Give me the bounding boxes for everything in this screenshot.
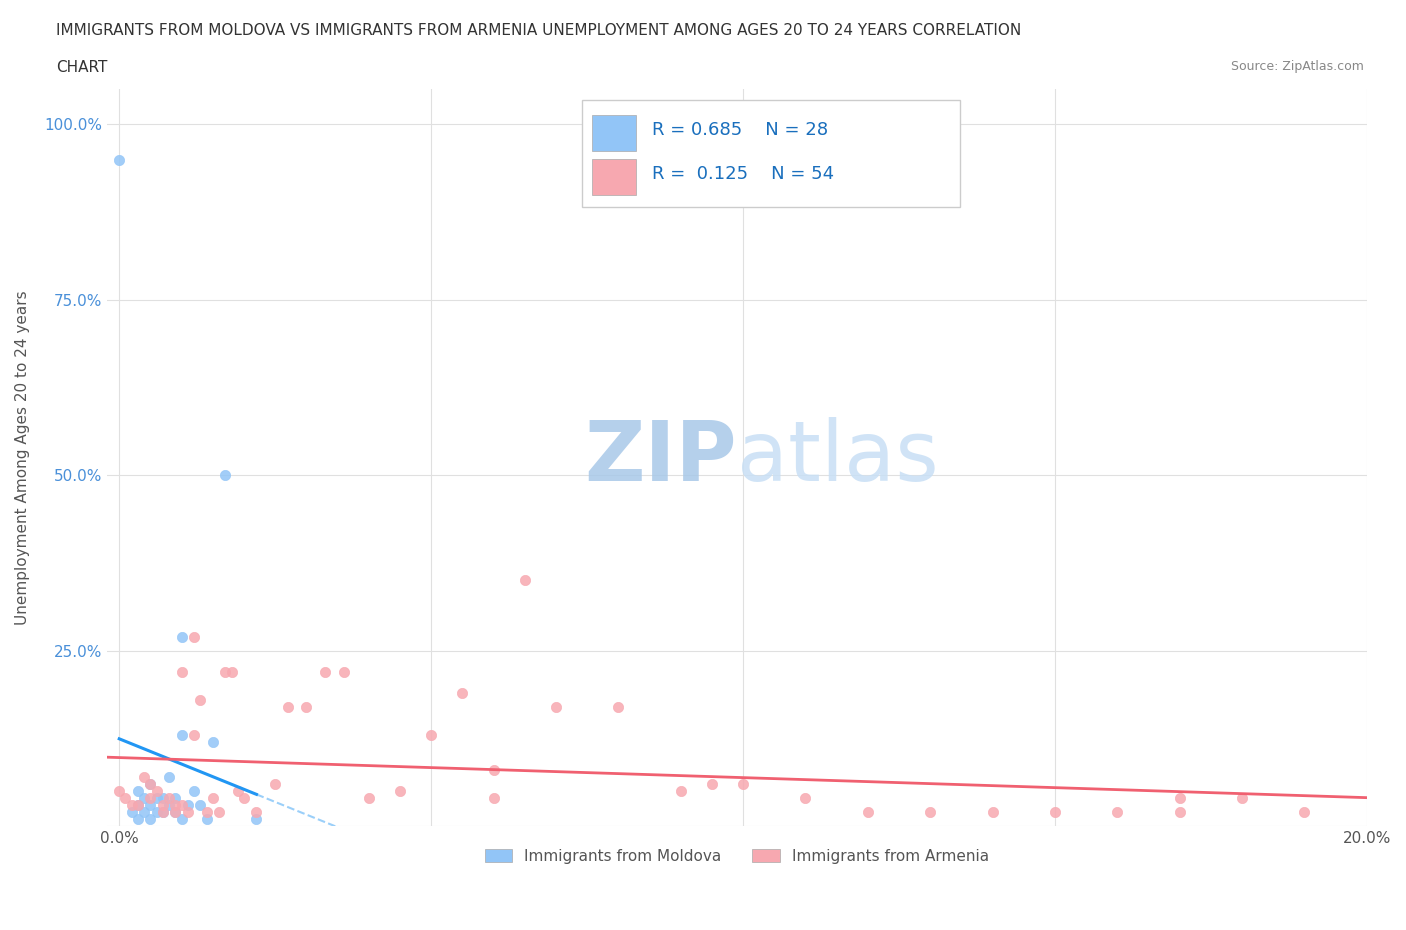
Point	[127, 798, 149, 813]
Point	[121, 804, 143, 819]
Point	[145, 804, 167, 819]
FancyBboxPatch shape	[592, 115, 636, 151]
Point	[177, 804, 200, 819]
Y-axis label: Unemployment Among Ages 20 to 24 years: Unemployment Among Ages 20 to 24 years	[15, 290, 30, 625]
Legend: Immigrants from Moldova, Immigrants from Armenia: Immigrants from Moldova, Immigrants from…	[478, 843, 995, 870]
Point	[195, 804, 218, 819]
Point	[134, 790, 156, 805]
Point	[121, 798, 143, 813]
Text: atlas: atlas	[737, 418, 939, 498]
Point	[607, 699, 630, 714]
Point	[1168, 804, 1191, 819]
Point	[214, 664, 236, 679]
Point	[145, 783, 167, 798]
Point	[127, 812, 149, 827]
Text: CHART: CHART	[56, 60, 108, 75]
Point	[221, 664, 243, 679]
Text: Source: ZipAtlas.com: Source: ZipAtlas.com	[1230, 60, 1364, 73]
Point	[482, 763, 505, 777]
Point	[170, 798, 193, 813]
Point	[127, 798, 149, 813]
Point	[139, 812, 162, 827]
Point	[183, 630, 205, 644]
Point	[226, 783, 249, 798]
Point	[152, 804, 174, 819]
Point	[731, 777, 754, 791]
Point	[139, 790, 162, 805]
Point	[920, 804, 942, 819]
Point	[127, 783, 149, 798]
Point	[233, 790, 256, 805]
Point	[170, 664, 193, 679]
Point	[188, 798, 211, 813]
Point	[333, 664, 356, 679]
Point	[134, 769, 156, 784]
Point	[165, 798, 187, 813]
Point	[357, 790, 380, 805]
Point	[152, 798, 174, 813]
Point	[170, 812, 193, 827]
Point	[1107, 804, 1129, 819]
Point	[157, 769, 180, 784]
Text: IMMIGRANTS FROM MOLDOVA VS IMMIGRANTS FROM ARMENIA UNEMPLOYMENT AMONG AGES 20 TO: IMMIGRANTS FROM MOLDOVA VS IMMIGRANTS FR…	[56, 23, 1022, 38]
Point	[482, 790, 505, 805]
Point	[669, 783, 692, 798]
Point	[1230, 790, 1253, 805]
Point	[183, 783, 205, 798]
Point	[201, 735, 224, 750]
Point	[170, 630, 193, 644]
Point	[1043, 804, 1066, 819]
Point	[208, 804, 231, 819]
Point	[201, 790, 224, 805]
Point	[165, 804, 187, 819]
Point	[513, 573, 536, 588]
Point	[388, 783, 411, 798]
Point	[295, 699, 318, 714]
Point	[794, 790, 817, 805]
Text: R = 0.685    N = 28: R = 0.685 N = 28	[652, 121, 828, 139]
Point	[277, 699, 299, 714]
Point	[170, 727, 193, 742]
Text: R =  0.125    N = 54: R = 0.125 N = 54	[652, 166, 835, 183]
Point	[245, 812, 267, 827]
Point	[264, 777, 287, 791]
Point	[134, 804, 156, 819]
Point	[1168, 790, 1191, 805]
Point	[152, 790, 174, 805]
Point	[108, 153, 131, 167]
FancyBboxPatch shape	[592, 159, 636, 194]
Point	[420, 727, 443, 742]
Point	[245, 804, 267, 819]
Point	[152, 804, 174, 819]
Point	[145, 790, 167, 805]
Point	[177, 798, 200, 813]
Point	[981, 804, 1004, 819]
Point	[157, 790, 180, 805]
Point	[544, 699, 567, 714]
Point	[157, 798, 180, 813]
FancyBboxPatch shape	[582, 100, 960, 207]
Point	[195, 812, 218, 827]
Point	[856, 804, 879, 819]
Point	[108, 783, 131, 798]
Point	[214, 468, 236, 483]
Point	[165, 790, 187, 805]
Point	[165, 804, 187, 819]
Point	[1294, 804, 1316, 819]
Text: ZIP: ZIP	[585, 418, 737, 498]
Point	[139, 777, 162, 791]
Point	[188, 692, 211, 707]
Point	[700, 777, 723, 791]
Point	[139, 777, 162, 791]
Point	[451, 685, 474, 700]
Point	[314, 664, 336, 679]
Point	[183, 727, 205, 742]
Point	[139, 798, 162, 813]
Point	[114, 790, 136, 805]
